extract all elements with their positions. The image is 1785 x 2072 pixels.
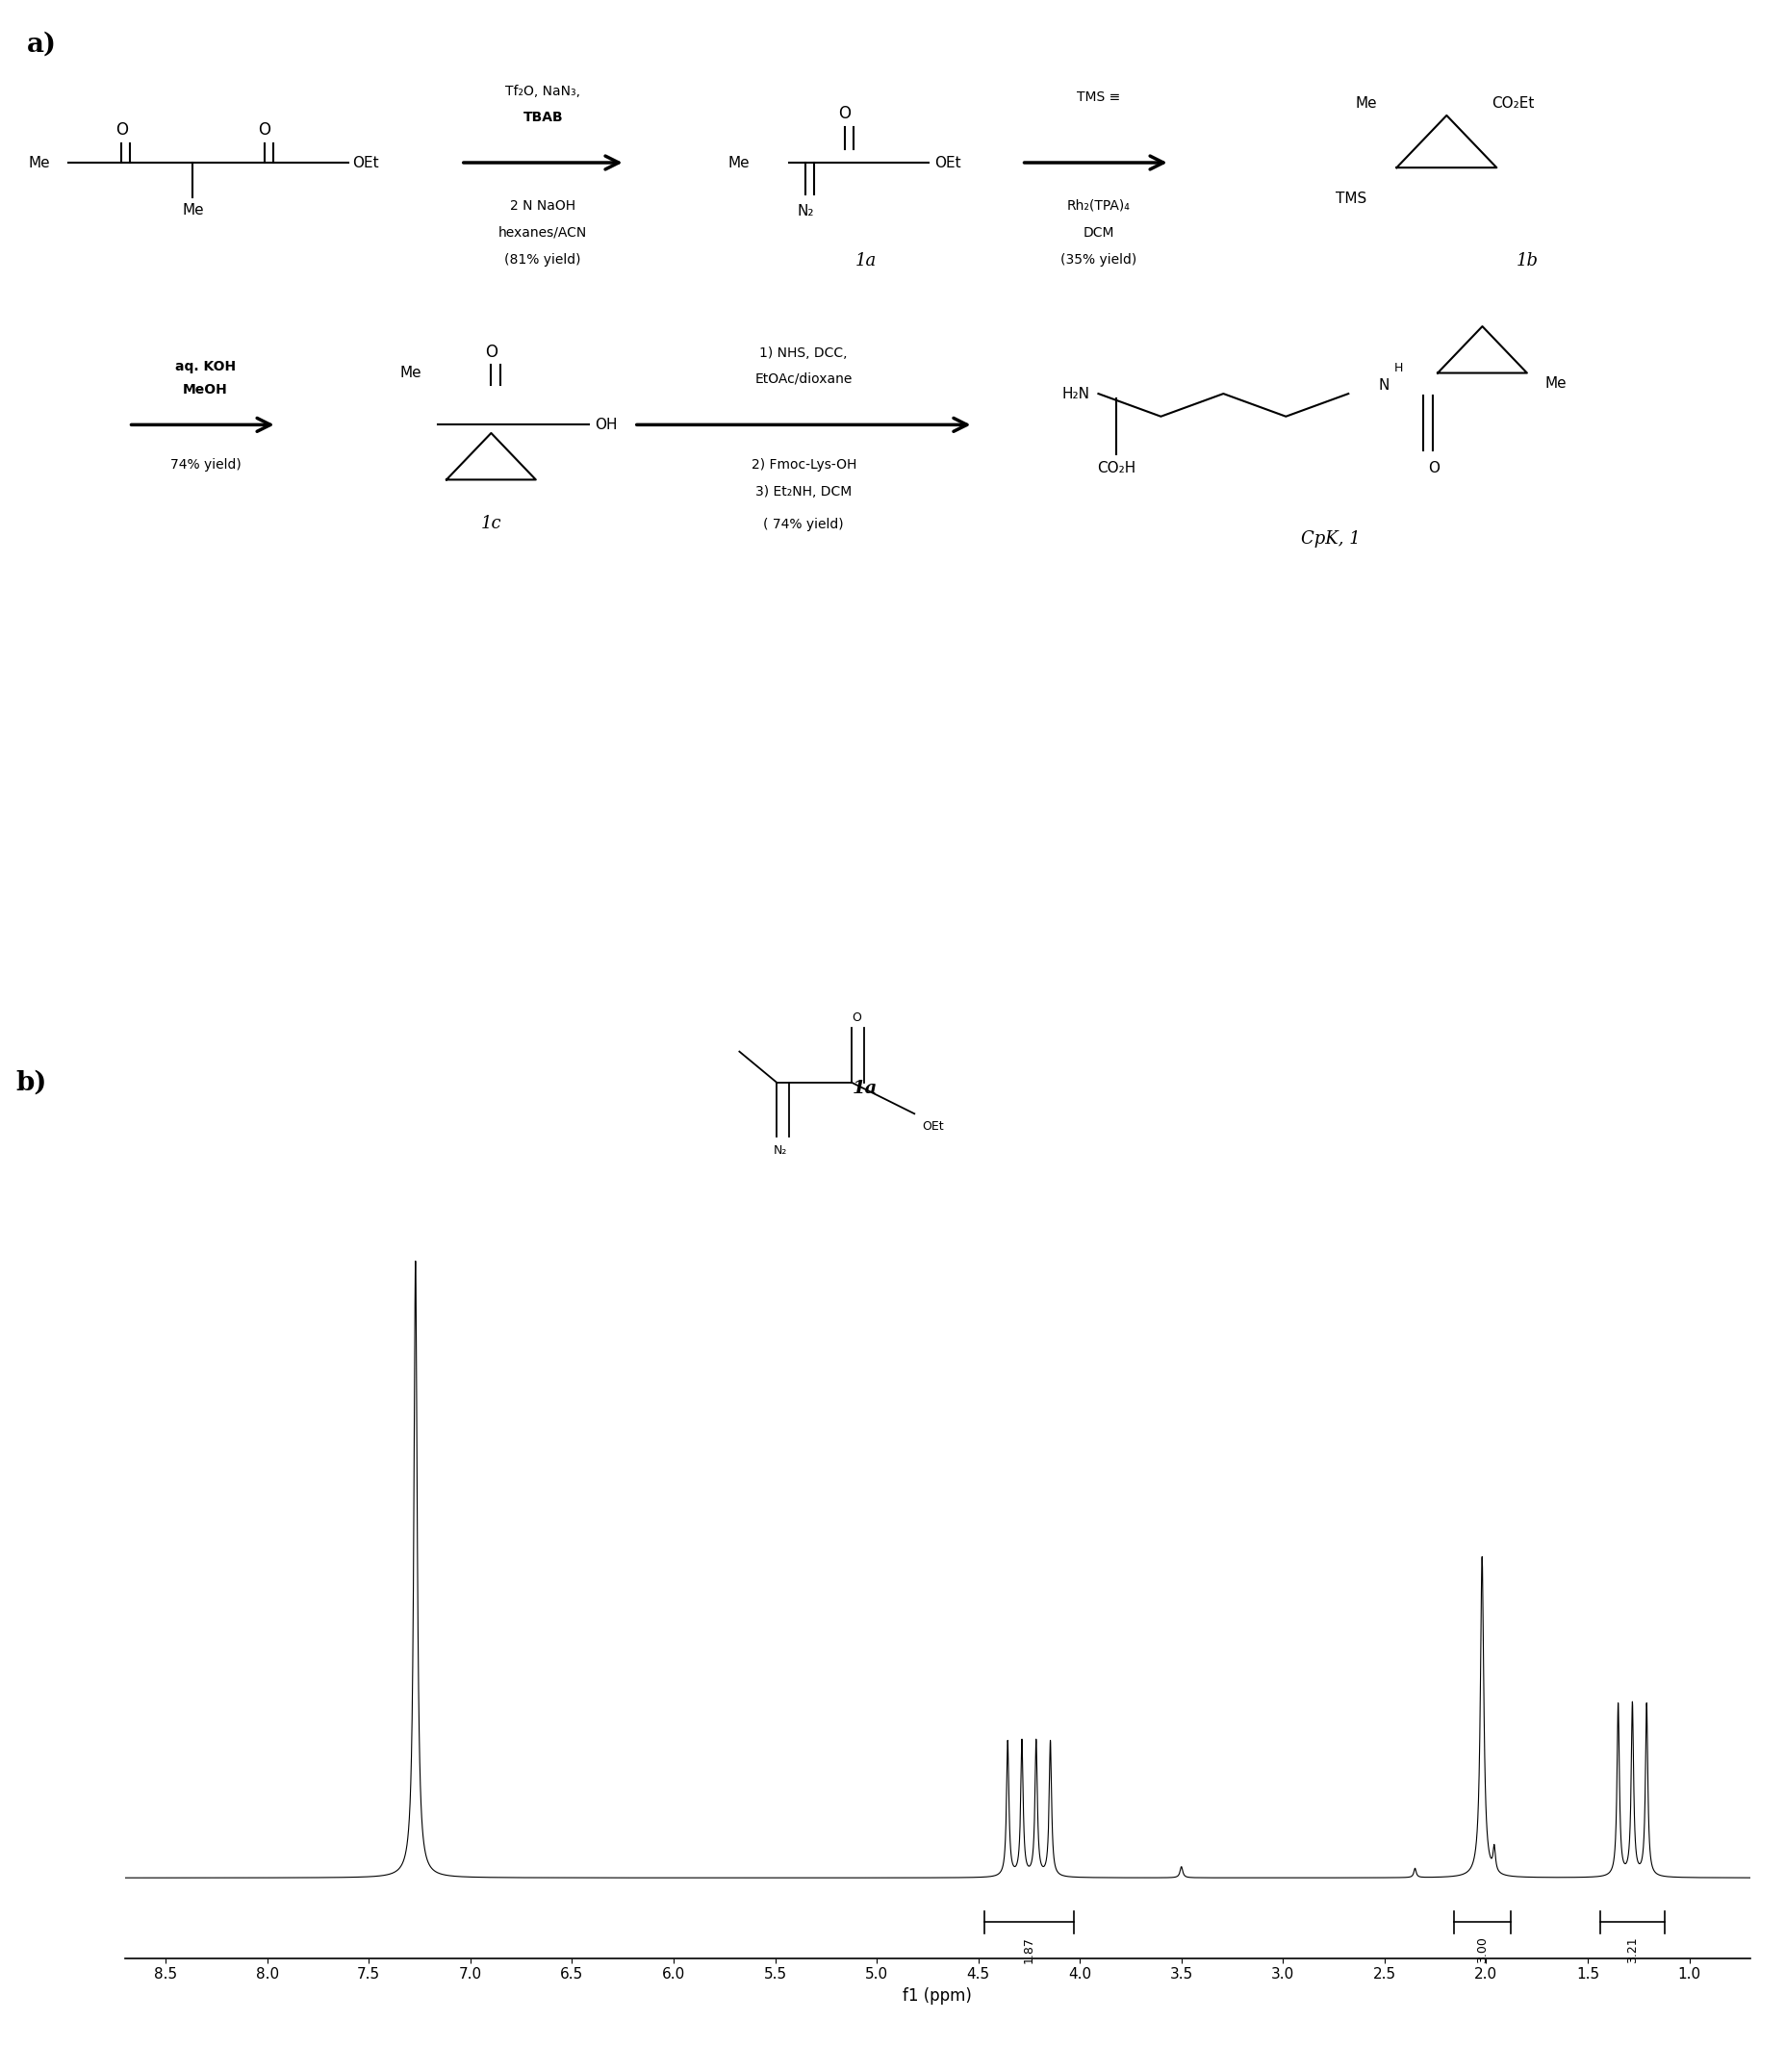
X-axis label: f1 (ppm): f1 (ppm) xyxy=(903,1987,971,2004)
Text: 74% yield): 74% yield) xyxy=(170,458,241,472)
Text: 1) NHS, DCC,: 1) NHS, DCC, xyxy=(759,346,848,361)
Text: O: O xyxy=(1428,462,1439,474)
Text: MeOH: MeOH xyxy=(182,383,228,398)
Text: 1c: 1c xyxy=(480,514,502,533)
Text: O: O xyxy=(114,120,129,139)
Text: (35% yield): (35% yield) xyxy=(1060,253,1135,267)
Text: a): a) xyxy=(27,31,57,58)
Text: TBAB: TBAB xyxy=(523,110,562,124)
Text: OEt: OEt xyxy=(934,155,960,170)
Text: H₂N: H₂N xyxy=(1060,387,1089,400)
Text: aq. KOH: aq. KOH xyxy=(175,358,236,373)
Text: 2) Fmoc-Lys-OH: 2) Fmoc-Lys-OH xyxy=(751,458,855,472)
Text: CO₂Et: CO₂Et xyxy=(1490,97,1533,110)
Text: ( 74% yield): ( 74% yield) xyxy=(762,518,844,533)
Text: Me: Me xyxy=(728,155,750,170)
Text: 1.87: 1.87 xyxy=(1023,1937,1035,1964)
Text: TMS ≡: TMS ≡ xyxy=(1076,89,1119,104)
Text: Me: Me xyxy=(1355,97,1376,110)
Text: 3) Et₂NH, DCM: 3) Et₂NH, DCM xyxy=(755,485,851,499)
Text: 1a: 1a xyxy=(855,253,876,269)
Text: EtOAc/dioxane: EtOAc/dioxane xyxy=(755,371,851,385)
Text: O: O xyxy=(837,106,851,122)
Text: CO₂H: CO₂H xyxy=(1096,462,1135,474)
Text: 3.00: 3.00 xyxy=(1474,1937,1487,1964)
Text: DCM: DCM xyxy=(1082,226,1114,240)
Text: (81% yield): (81% yield) xyxy=(505,253,580,267)
Text: TMS: TMS xyxy=(1335,193,1366,205)
Text: O: O xyxy=(484,344,498,361)
Text: O: O xyxy=(851,1011,860,1024)
Text: Me: Me xyxy=(182,203,203,218)
Text: 2 N NaOH: 2 N NaOH xyxy=(511,199,575,213)
Text: H: H xyxy=(1392,361,1403,375)
Text: CpK, 1: CpK, 1 xyxy=(1299,530,1360,547)
Text: 3.21: 3.21 xyxy=(1626,1937,1639,1962)
Text: OH: OH xyxy=(594,419,618,431)
Text: N₂: N₂ xyxy=(773,1144,787,1158)
Text: Me: Me xyxy=(29,155,50,170)
Text: N₂: N₂ xyxy=(796,205,814,218)
Text: OEt: OEt xyxy=(352,155,378,170)
Text: b): b) xyxy=(16,1069,46,1096)
Text: Rh₂(TPA)₄: Rh₂(TPA)₄ xyxy=(1066,199,1130,213)
Text: 1a: 1a xyxy=(851,1080,876,1098)
Text: Me: Me xyxy=(1544,377,1565,390)
Text: Tf₂O, NaN₃,: Tf₂O, NaN₃, xyxy=(505,85,580,97)
Text: OEt: OEt xyxy=(921,1119,942,1133)
Text: N: N xyxy=(1378,379,1389,392)
Text: Me: Me xyxy=(400,367,421,379)
Text: 1b: 1b xyxy=(1515,253,1537,269)
Text: O: O xyxy=(257,120,271,139)
Text: hexanes/ACN: hexanes/ACN xyxy=(498,226,587,240)
